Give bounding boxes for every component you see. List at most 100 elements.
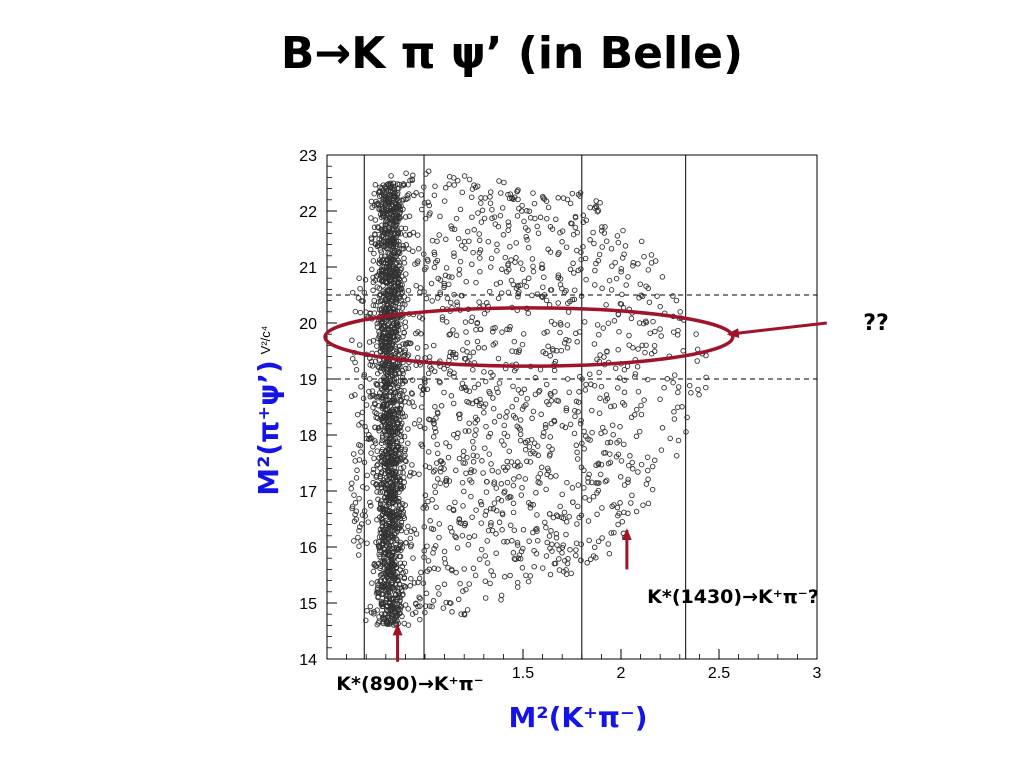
data-point [380, 232, 386, 238]
data-point [386, 524, 393, 530]
data-point [456, 415, 463, 422]
data-point [515, 293, 521, 300]
data-point [446, 478, 453, 484]
data-point [487, 189, 494, 195]
data-point [400, 341, 406, 347]
data-point [422, 609, 428, 616]
data-point [547, 451, 553, 457]
data-point [449, 529, 455, 535]
data-point [429, 497, 435, 503]
data-point [599, 535, 605, 541]
data-point [392, 338, 398, 344]
data-point [542, 350, 549, 357]
data-point [454, 302, 461, 308]
data-point [606, 550, 613, 557]
data-point [470, 565, 477, 572]
data-point [564, 345, 571, 351]
data-point [516, 205, 522, 212]
data-point [460, 588, 466, 594]
data-point [453, 332, 460, 339]
data-point [478, 219, 485, 225]
data-point [377, 548, 383, 554]
data-point [564, 560, 571, 567]
data-point [421, 251, 427, 257]
data-point [459, 532, 466, 539]
data-point [417, 423, 423, 430]
data-point [677, 309, 683, 315]
data-point [581, 319, 588, 325]
data-point [382, 298, 389, 304]
data-point [650, 318, 656, 325]
data-point [558, 322, 564, 328]
data-point [384, 459, 390, 465]
data-point [573, 552, 579, 559]
data-point [481, 310, 488, 317]
data-point [599, 424, 606, 431]
data-point [433, 504, 439, 510]
data-point [394, 612, 400, 619]
data-point [436, 378, 443, 385]
data-point [417, 285, 424, 291]
data-point [548, 392, 554, 398]
data-point [468, 467, 475, 473]
data-point [393, 564, 399, 571]
data-point [432, 483, 438, 489]
data-point [455, 235, 462, 242]
data-point [433, 415, 439, 421]
data-point [570, 499, 576, 505]
data-point [543, 198, 550, 204]
data-point [454, 177, 461, 184]
data-point [532, 391, 539, 398]
data-point [516, 552, 523, 558]
data-point [469, 400, 476, 407]
data-point [563, 519, 570, 525]
data-point [657, 326, 663, 332]
data-point [410, 248, 416, 254]
data-point [391, 396, 397, 402]
data-point [397, 396, 403, 403]
data-point [604, 349, 610, 355]
data-point [422, 215, 429, 222]
data-point [407, 535, 414, 542]
data-point [397, 541, 404, 548]
data-point [501, 442, 507, 448]
data-point [367, 394, 374, 400]
data-point [603, 392, 610, 398]
data-point [370, 568, 377, 575]
data-point [501, 179, 507, 186]
data-point [383, 385, 390, 391]
data-point [392, 429, 399, 435]
data-point [530, 263, 536, 270]
data-point [371, 250, 377, 257]
data-point [441, 198, 448, 204]
data-point [413, 330, 419, 337]
data-point [373, 473, 380, 479]
data-point [562, 424, 569, 431]
data-point [535, 230, 542, 236]
data-point [407, 473, 413, 479]
data-point [582, 494, 588, 501]
data-point [621, 482, 628, 488]
data-point [397, 209, 404, 215]
data-point [521, 278, 528, 285]
data-point [470, 349, 477, 356]
data-point [426, 566, 432, 573]
data-point [600, 325, 607, 331]
data-point [505, 495, 511, 501]
data-point [531, 547, 537, 554]
data-point [581, 446, 587, 452]
data-point [411, 580, 418, 586]
data-point [407, 177, 413, 184]
data-point [403, 170, 409, 176]
data-point [517, 462, 523, 469]
data-point [476, 556, 483, 562]
data-point [538, 411, 544, 418]
data-point [391, 586, 398, 592]
data-point [563, 336, 569, 343]
data-point [591, 240, 597, 247]
data-point [489, 527, 496, 534]
data-point [487, 194, 493, 200]
data-point [569, 296, 576, 303]
data-point [402, 378, 409, 385]
data-point [555, 300, 561, 306]
